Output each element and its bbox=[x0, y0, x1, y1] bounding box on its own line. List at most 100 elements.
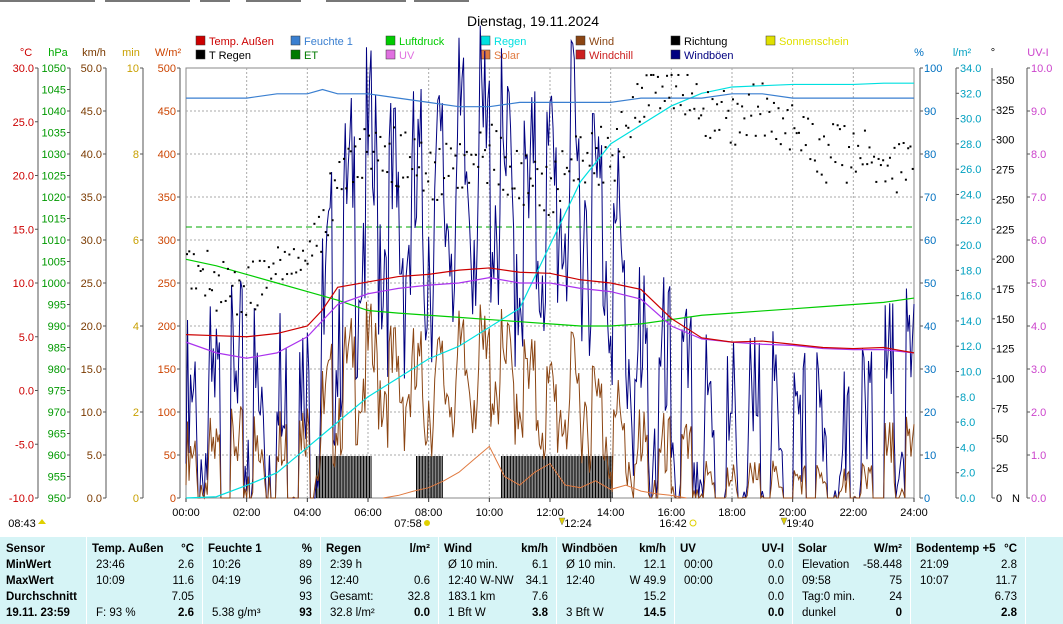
direction-point bbox=[777, 107, 780, 110]
axis-label-direction: 300 bbox=[996, 135, 1014, 147]
direction-point bbox=[727, 109, 730, 112]
direction-point bbox=[613, 179, 616, 182]
direction-point bbox=[222, 260, 225, 263]
direction-point bbox=[497, 183, 500, 186]
direction-point bbox=[190, 287, 193, 290]
axis-unit-pressure: hPa bbox=[48, 47, 68, 59]
direction-point bbox=[609, 165, 612, 168]
direction-point bbox=[308, 240, 311, 243]
stats-value: 0.0 bbox=[768, 591, 784, 603]
axis-label-uv: 4.0 bbox=[1031, 321, 1046, 333]
direction-point bbox=[515, 149, 518, 152]
stats-row: 09:58 75 bbox=[792, 573, 910, 589]
axis-label-humidity: 30 bbox=[924, 364, 936, 376]
axis-label-rain: 2.0 bbox=[960, 468, 975, 480]
direction-point bbox=[272, 262, 275, 265]
axis-label-direction: 50 bbox=[996, 433, 1008, 445]
direction-point bbox=[747, 93, 750, 96]
direction-point bbox=[270, 277, 273, 280]
direction-point bbox=[647, 104, 650, 107]
direction-point bbox=[204, 294, 207, 297]
axis-label-solar: 0 bbox=[170, 493, 176, 505]
legend-swatch bbox=[195, 35, 206, 46]
direction-point bbox=[299, 268, 302, 271]
direction-point bbox=[668, 96, 671, 99]
stats-row: MinWert bbox=[0, 557, 86, 573]
stats-value: 0 bbox=[895, 607, 902, 619]
direction-point bbox=[263, 260, 266, 263]
stats-value: 6.73 bbox=[994, 591, 1017, 603]
direction-point bbox=[217, 274, 220, 277]
toolbar-fragment bbox=[246, 0, 301, 2]
axis-label-pressure: 990 bbox=[48, 321, 66, 333]
moonset-icon bbox=[780, 517, 788, 526]
direction-point bbox=[470, 153, 473, 156]
axis-label-pressure: 1030 bbox=[42, 149, 66, 161]
direction-point bbox=[891, 177, 894, 180]
direction-point bbox=[761, 82, 764, 85]
direction-point bbox=[454, 154, 457, 157]
direction-point bbox=[388, 142, 391, 145]
stats-header-unit: km/h bbox=[521, 543, 548, 555]
direction-point bbox=[527, 192, 530, 195]
direction-point bbox=[579, 136, 582, 139]
direction-point bbox=[443, 177, 446, 180]
stats-time: 04:19 bbox=[212, 575, 241, 587]
stats-header-label: Temp. Außen bbox=[92, 543, 164, 555]
direction-point bbox=[477, 165, 480, 168]
axis-label-uv: 5.0 bbox=[1031, 278, 1046, 290]
legend-swatch bbox=[480, 35, 491, 46]
stats-header-unit: UV-I bbox=[761, 543, 784, 555]
axis-label-pressure: 980 bbox=[48, 364, 66, 376]
direction-point bbox=[645, 74, 648, 77]
legend-swatch bbox=[195, 49, 206, 60]
stats-row: 2.8 bbox=[910, 605, 1025, 621]
axis-label-rain: 4.0 bbox=[960, 442, 975, 454]
direction-point bbox=[468, 181, 471, 184]
stats-header-label: Wind bbox=[444, 543, 472, 555]
direction-point bbox=[349, 150, 352, 153]
direction-point bbox=[854, 170, 857, 173]
axis-label-wind: 25.0 bbox=[81, 278, 102, 290]
direction-point bbox=[456, 186, 459, 189]
direction-point bbox=[215, 309, 218, 312]
axis-label-humidity: 50 bbox=[924, 278, 936, 290]
direction-point bbox=[586, 151, 589, 154]
stats-header-row: Bodentemp +5 °C bbox=[910, 541, 1025, 557]
axis-label-rain: 24.0 bbox=[960, 189, 981, 201]
stats-value: 12.1 bbox=[643, 559, 666, 571]
direction-point bbox=[766, 97, 769, 100]
stats-value: 11.6 bbox=[172, 575, 194, 587]
axis-label-solar: 100 bbox=[158, 407, 176, 419]
direction-point bbox=[395, 184, 398, 187]
direction-point bbox=[440, 193, 443, 196]
axis-label-solar: 350 bbox=[158, 192, 176, 204]
direction-point bbox=[702, 107, 705, 110]
direction-point bbox=[361, 176, 364, 179]
stats-time: 00:00 bbox=[684, 559, 713, 571]
direction-point bbox=[650, 73, 653, 76]
axis-label-solar: 300 bbox=[158, 235, 176, 247]
direction-point bbox=[590, 132, 593, 135]
direction-point bbox=[465, 150, 468, 153]
stats-value: 93 bbox=[299, 591, 312, 603]
direction-point bbox=[479, 131, 482, 134]
stats-header-row: Temp. Außen °C bbox=[86, 541, 202, 557]
direction-point bbox=[436, 198, 439, 201]
direction-point bbox=[895, 191, 898, 194]
direction-point bbox=[356, 176, 359, 179]
direction-point bbox=[534, 160, 537, 163]
direction-point bbox=[834, 161, 837, 164]
direction-point bbox=[306, 262, 309, 265]
direction-point bbox=[782, 117, 785, 120]
axis-label-sunshine: 8 bbox=[133, 149, 139, 161]
direction-point bbox=[256, 304, 259, 307]
direction-point bbox=[611, 154, 614, 157]
axis-label-wind: 10.0 bbox=[81, 407, 102, 419]
stats-header-row: Windböen km/h bbox=[556, 541, 674, 557]
stats-row: 12:40 W-NW 34.1 bbox=[438, 573, 556, 589]
direction-point bbox=[540, 172, 543, 175]
axis-label-humidity: 20 bbox=[924, 407, 936, 419]
direction-point bbox=[711, 98, 714, 101]
direction-point bbox=[258, 259, 261, 262]
